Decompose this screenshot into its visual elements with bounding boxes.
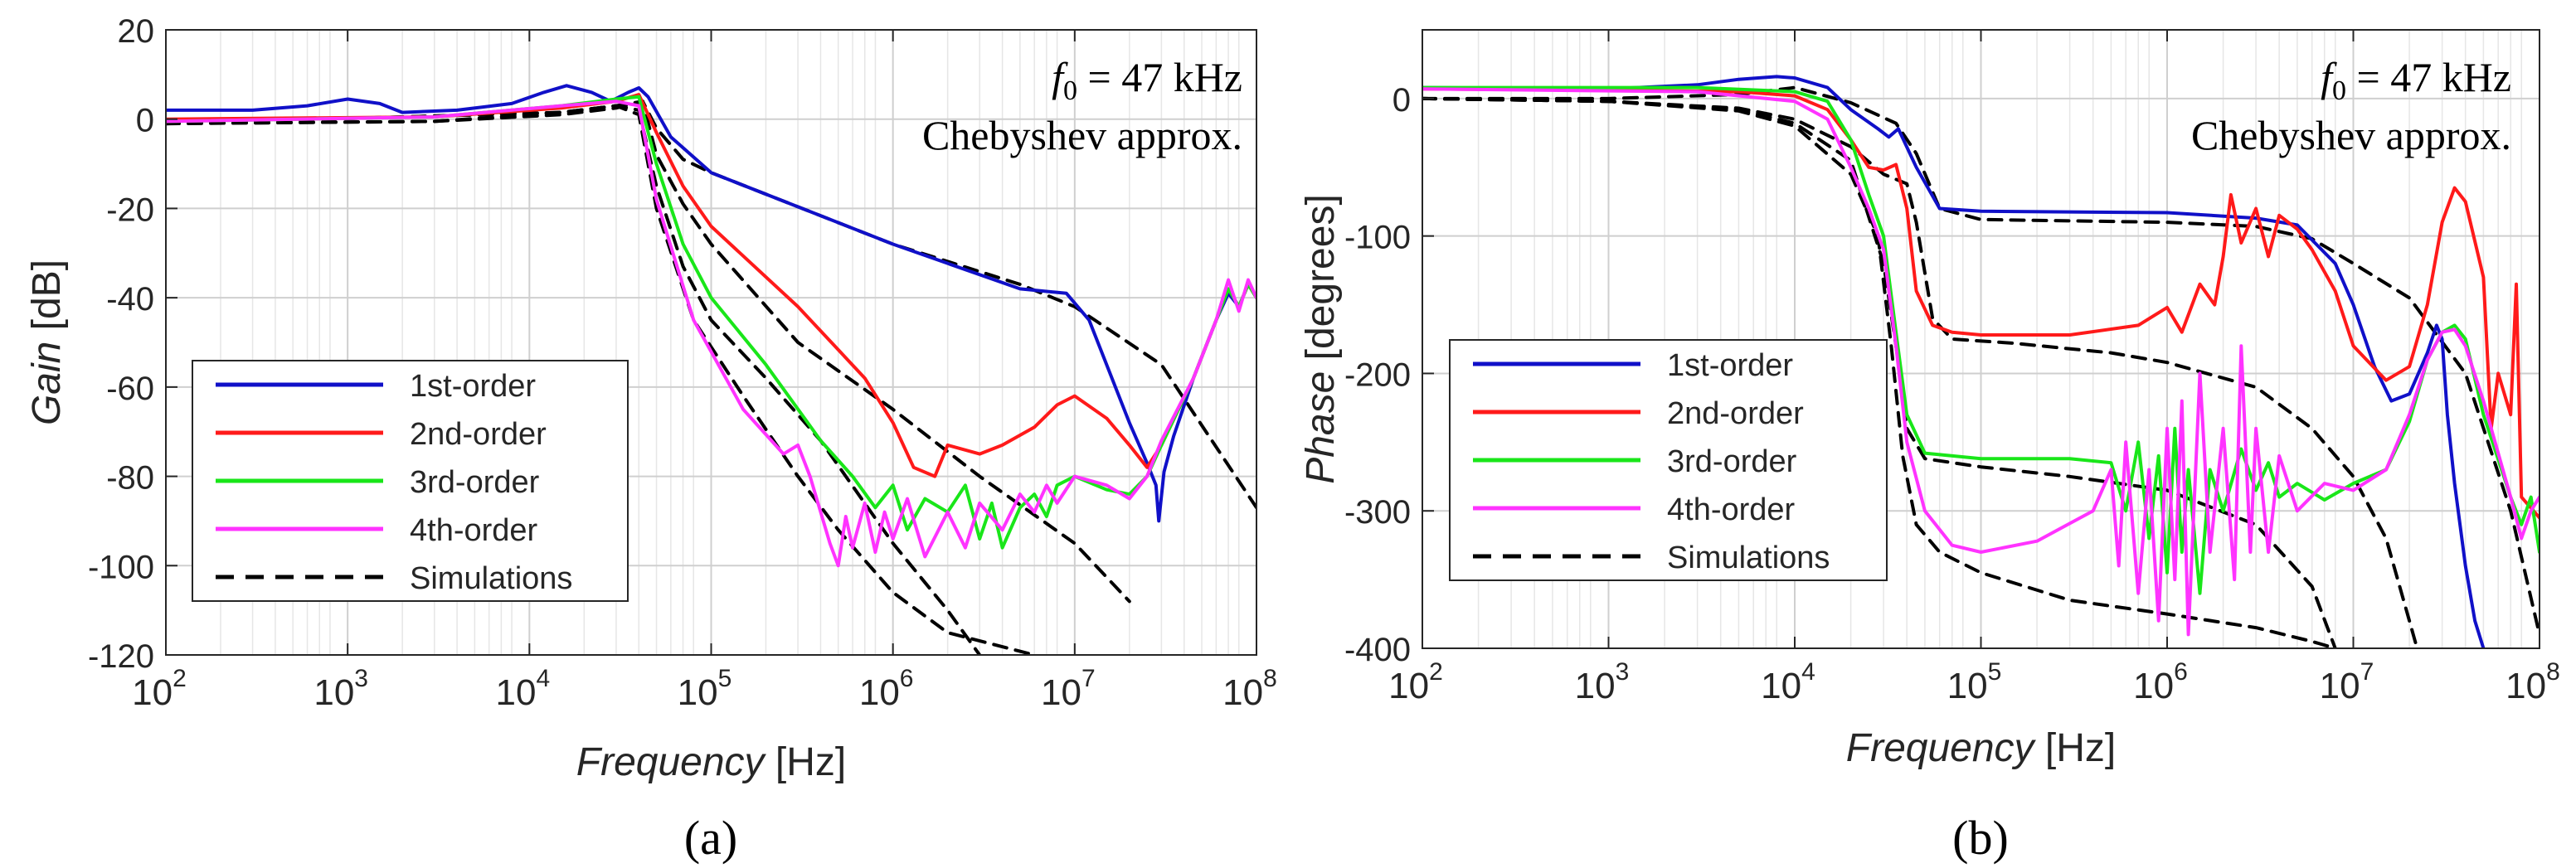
y-tick-label: 0 [136,103,154,139]
legend-label: Simulations [410,561,572,596]
annotation-f-subscript: 0 [2332,75,2346,106]
series-line-m1 [1422,75,2486,648]
x-axis-label-italic: Frequency [1846,726,2037,770]
series-line-sim2 [166,99,1131,604]
x-tick-exponent: 3 [354,665,368,692]
y-tick-label: -120 [88,638,154,675]
panel-label: (a) [684,811,737,865]
x-tick-exponent: 6 [2174,658,2188,686]
series-line-sim1 [166,99,1256,510]
legend-label: 1st-order [410,369,536,404]
x-tick-label: 103 [1575,658,1630,706]
x-axis-label: Frequency [Hz] [1846,726,2116,770]
series-line-sim4 [166,104,1037,655]
series-line-m4 [1422,87,2540,637]
panel-label: (b) [1952,811,2009,865]
x-axis-label: Frequency [Hz] [576,740,846,784]
x-tick-exponent: 6 [900,665,914,692]
y-axis-label: Gain [dB] [25,259,69,425]
x-tick-exponent: 7 [1081,665,1096,692]
y-axis-label-unit: [degrees] [1299,194,1343,371]
annotation-f-value: = 47 kHz [1077,54,1242,100]
x-tick-exponent: 4 [536,665,550,692]
series-line-sim2 [1422,96,2419,648]
y-tick-label: -100 [88,549,154,585]
y-tick-label: -80 [106,460,154,497]
y-tick-label: -300 [1344,494,1411,531]
x-tick-exponent: 5 [718,665,732,692]
series-line-m2 [1422,87,2540,520]
annotation-method: Chebyshev approx. [922,112,1242,158]
panel-b-phase-chart: 102 103 104 105 106 107 1080-100-200-300-400Fr… [1299,29,2560,865]
annotation-method: Chebyshev approx. [2191,112,2511,158]
y-tick-label: 0 [1392,82,1411,119]
annotation-f-value: = 47 kHz [2346,54,2511,100]
y-tick-label: -400 [1344,632,1411,668]
x-tick-exponent: 7 [2360,658,2374,686]
series-line-sim3 [166,104,982,655]
annotation-f-subscript: 0 [1063,75,1077,106]
x-tick-exponent: 2 [1429,658,1443,686]
x-tick-exponent: 2 [173,665,187,692]
x-tick-label: 106 [859,665,914,713]
series-line-m4 [166,99,1256,568]
x-tick-exponent: 3 [1616,658,1630,686]
panel-a-gain-chart: 102 103 104 105 106 107 108200-20-40-60-80-100… [25,13,1277,865]
x-tick-label: 104 [496,665,551,713]
y-tick-label: -20 [106,192,154,228]
x-axis-label-unit: [Hz] [765,740,847,784]
y-axis-label-italic: Gain [25,342,69,425]
legend-label: 3rd-order [1667,444,1797,479]
legend-label: 4th-order [1667,492,1796,527]
y-axis-label-unit: [dB] [25,259,69,342]
legend-label: 2nd-order [1667,396,1804,431]
series-line-sim4 [1422,96,2337,648]
x-tick-exponent: 8 [1263,665,1277,692]
annotation-f0: f0 = 47 kHz [2321,54,2511,106]
x-tick-exponent: 8 [2546,658,2560,686]
x-tick-exponent: 4 [1801,658,1815,686]
x-tick-label: 108 [2506,658,2560,706]
legend-label: 1st-order [1667,348,1793,383]
y-tick-label: 20 [118,13,155,50]
legend-label: 3rd-order [410,465,540,500]
series-line-m1 [166,84,1256,523]
y-tick-label: -100 [1344,220,1411,256]
x-tick-exponent: 5 [1988,658,2002,686]
x-axis-label-unit: [Hz] [2034,726,2117,770]
legend: 1st-order 2nd-order 3rd-order 4th-order Simu… [192,360,629,602]
y-axis-label-italic: Phase [1299,371,1343,484]
legend-label: 4th-order [410,513,538,548]
y-axis-label: Phase [degrees] [1299,194,1343,484]
annotation-f0: f0 = 47 kHz [1052,54,1242,106]
y-tick-label: -60 [106,371,154,407]
x-axis-label-italic: Frequency [576,740,767,784]
legend-label: Simulations [1667,541,1830,575]
y-tick-label: -40 [106,281,154,318]
series-line-sim1 [1422,85,2540,637]
legend: 1st-order 2nd-order 3rd-order 4th-order Simu… [1449,339,1888,581]
y-tick-label: -200 [1344,356,1411,393]
legend-label: 2nd-order [410,417,547,452]
